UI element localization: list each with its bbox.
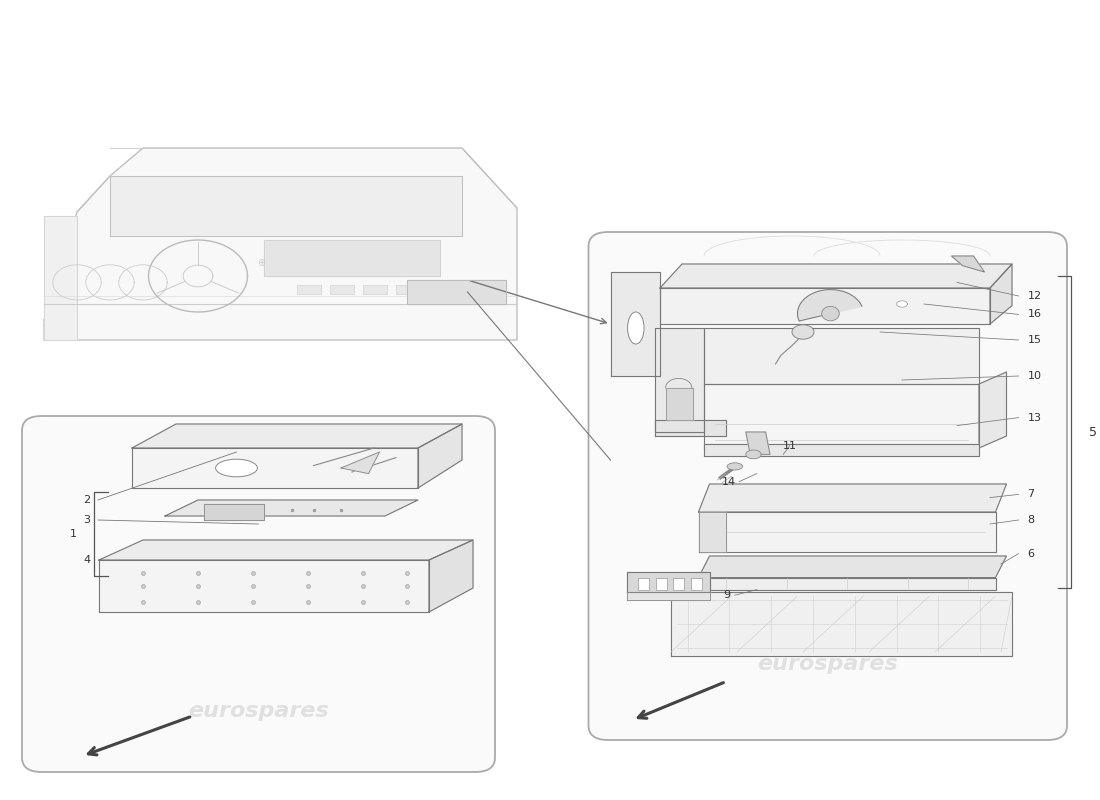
Polygon shape bbox=[627, 592, 710, 600]
Polygon shape bbox=[704, 384, 979, 448]
Polygon shape bbox=[99, 540, 473, 560]
Polygon shape bbox=[698, 512, 726, 552]
Polygon shape bbox=[704, 328, 979, 384]
Text: 5: 5 bbox=[1089, 426, 1097, 438]
Ellipse shape bbox=[727, 462, 742, 470]
Polygon shape bbox=[746, 432, 770, 454]
Ellipse shape bbox=[746, 450, 761, 458]
Bar bbox=[297, 285, 321, 294]
Polygon shape bbox=[407, 280, 506, 304]
Ellipse shape bbox=[792, 325, 814, 339]
Polygon shape bbox=[698, 512, 996, 552]
Text: eurospares: eurospares bbox=[188, 702, 329, 722]
Polygon shape bbox=[341, 452, 380, 474]
Bar bbox=[691, 578, 702, 590]
Polygon shape bbox=[654, 420, 726, 436]
Polygon shape bbox=[660, 288, 990, 324]
Polygon shape bbox=[990, 264, 1012, 324]
Text: 6: 6 bbox=[1027, 549, 1034, 558]
Polygon shape bbox=[698, 484, 1006, 512]
Polygon shape bbox=[704, 444, 979, 456]
Text: 14: 14 bbox=[722, 477, 736, 486]
Text: eurospares: eurospares bbox=[758, 654, 898, 674]
Text: 2: 2 bbox=[84, 495, 90, 505]
Polygon shape bbox=[666, 388, 693, 420]
Polygon shape bbox=[698, 556, 1006, 578]
Text: ⊕: ⊕ bbox=[256, 258, 265, 268]
Polygon shape bbox=[110, 176, 462, 236]
Polygon shape bbox=[44, 148, 517, 340]
Text: 4: 4 bbox=[84, 555, 90, 565]
Polygon shape bbox=[132, 448, 418, 488]
Ellipse shape bbox=[216, 459, 257, 477]
Text: 3: 3 bbox=[84, 515, 90, 525]
Polygon shape bbox=[660, 264, 1012, 288]
Polygon shape bbox=[698, 578, 996, 590]
Polygon shape bbox=[952, 256, 984, 272]
Polygon shape bbox=[798, 290, 862, 321]
Polygon shape bbox=[99, 560, 429, 612]
Polygon shape bbox=[418, 424, 462, 488]
Polygon shape bbox=[165, 500, 418, 516]
Polygon shape bbox=[654, 328, 704, 432]
Polygon shape bbox=[610, 272, 660, 376]
Ellipse shape bbox=[896, 301, 907, 307]
Text: 9: 9 bbox=[724, 590, 730, 600]
Text: 8: 8 bbox=[1027, 515, 1034, 525]
Polygon shape bbox=[627, 572, 710, 592]
Bar bbox=[673, 578, 684, 590]
Polygon shape bbox=[429, 540, 473, 612]
Text: 15: 15 bbox=[1027, 335, 1042, 345]
Text: 12: 12 bbox=[1027, 291, 1042, 301]
Bar bbox=[363, 285, 387, 294]
Text: 7: 7 bbox=[1027, 490, 1034, 499]
Polygon shape bbox=[671, 592, 1012, 656]
FancyBboxPatch shape bbox=[22, 416, 495, 772]
Polygon shape bbox=[204, 504, 264, 520]
Bar bbox=[656, 578, 667, 590]
Ellipse shape bbox=[822, 306, 839, 321]
Polygon shape bbox=[44, 216, 77, 340]
Text: 16: 16 bbox=[1027, 310, 1042, 319]
Text: 1: 1 bbox=[70, 529, 77, 538]
Polygon shape bbox=[132, 424, 462, 448]
Text: 10: 10 bbox=[1027, 371, 1042, 381]
Bar bbox=[330, 285, 354, 294]
Polygon shape bbox=[979, 372, 1006, 448]
Ellipse shape bbox=[627, 312, 644, 344]
Bar bbox=[396, 285, 420, 294]
Text: 11: 11 bbox=[782, 441, 796, 450]
FancyBboxPatch shape bbox=[588, 232, 1067, 740]
Text: 13: 13 bbox=[1027, 413, 1042, 422]
Polygon shape bbox=[264, 240, 440, 276]
Bar bbox=[638, 578, 649, 590]
